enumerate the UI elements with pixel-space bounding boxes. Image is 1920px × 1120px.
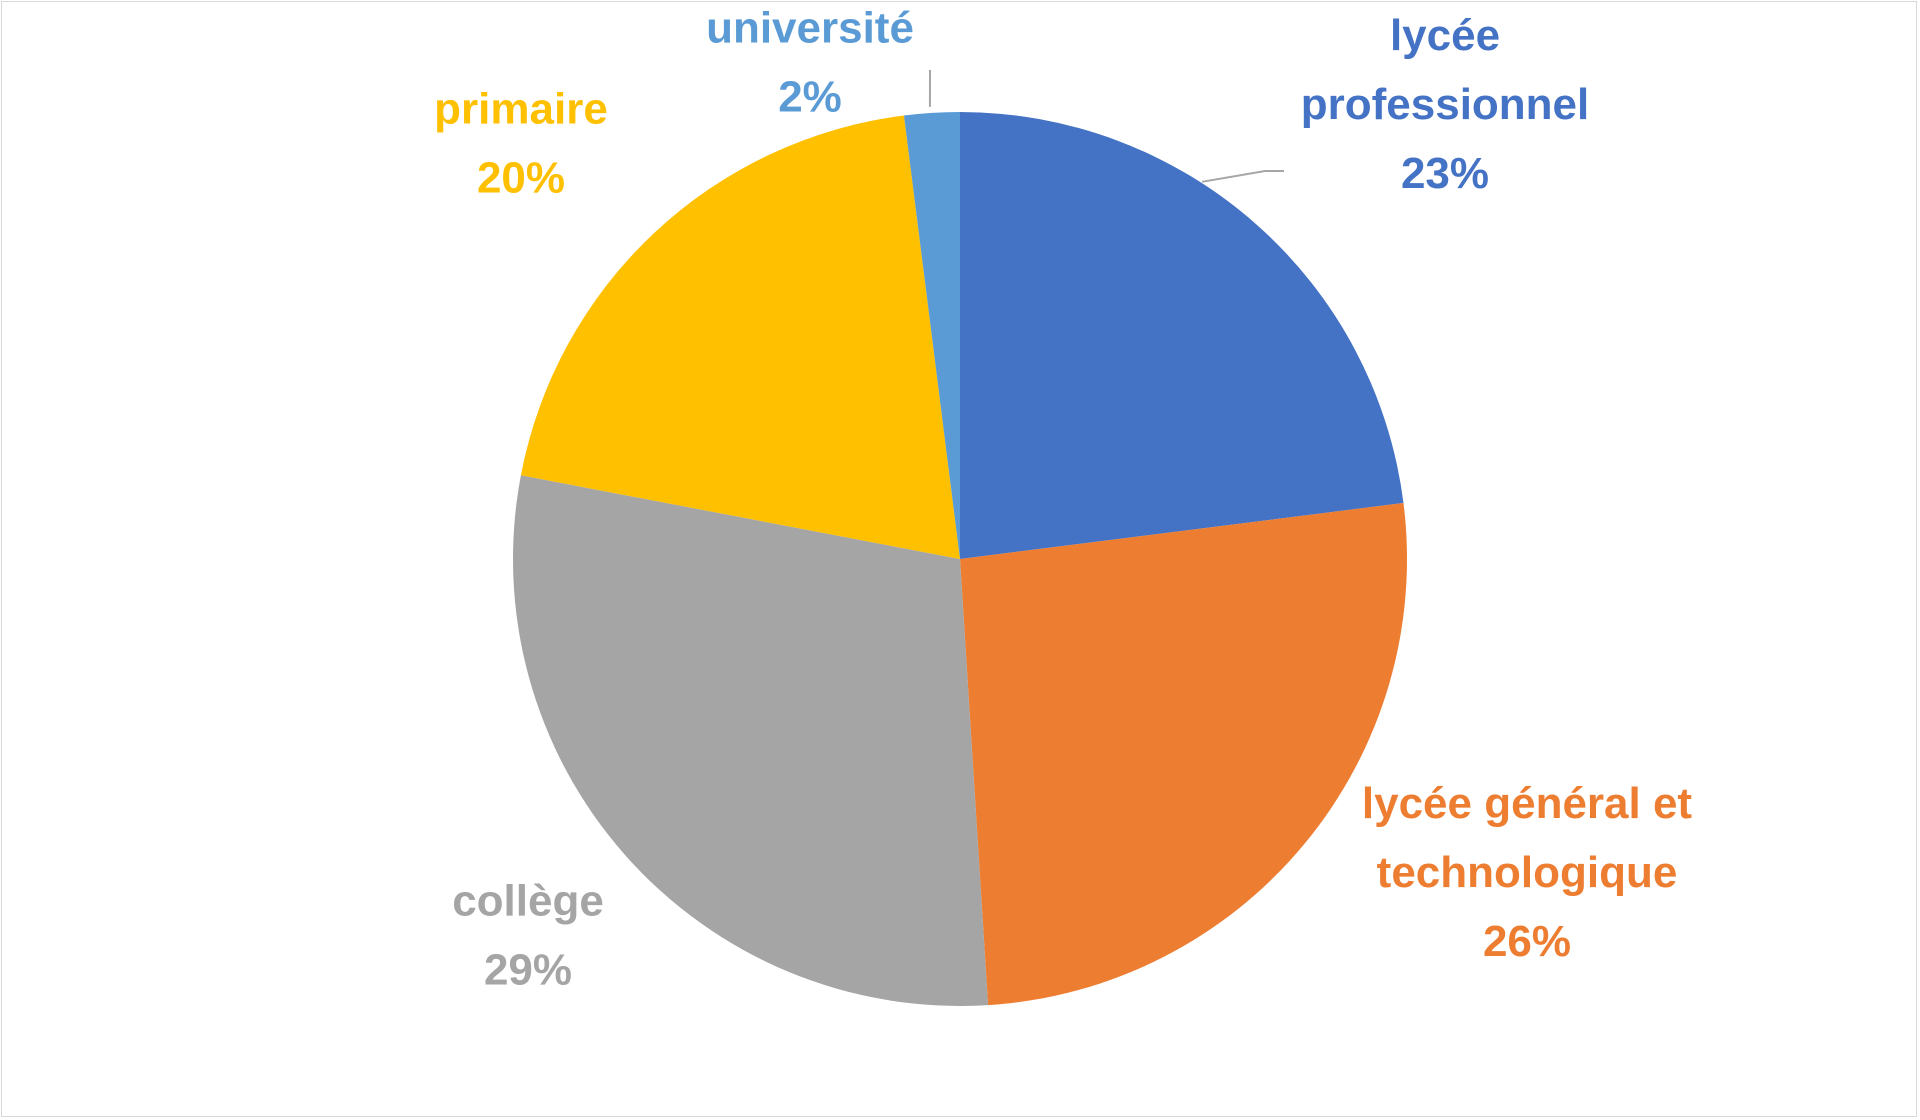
slice-value-lycee-general-et-technologique: 26%	[1483, 917, 1571, 966]
pie-slice-lycee-professionnel	[960, 112, 1404, 559]
leader-lines	[928, 69, 1284, 183]
slice-label-lycee-professionnel: lycée professionnel 23%	[1301, 11, 1590, 198]
slice-category-lycee-professionnel: professionnel	[1301, 80, 1590, 129]
pie-slice-primaire	[520, 115, 960, 560]
slice-category-lycee-general-et-technologique: technologique	[1377, 848, 1678, 897]
pie-slice-college	[512, 475, 989, 1006]
slice-value-universite: 2%	[778, 73, 842, 122]
slice-value-lycee-professionnel: 23%	[1401, 149, 1489, 198]
slice-labels: lycée professionnel 23% lycée général et tec…	[434, 4, 1692, 995]
pie-slices	[512, 112, 1407, 1006]
slice-label-primaire: primaire 20%	[434, 85, 608, 203]
slice-category-lycee-general-et-technologique: lycée général et	[1362, 779, 1693, 828]
slice-label-universite: université 2%	[706, 4, 914, 122]
slice-value-college: 29%	[484, 946, 572, 995]
slice-value-primaire: 20%	[477, 154, 565, 203]
pie-slice-lycee-general-et-technologique	[960, 502, 1407, 1006]
leader-line-lycee-professionnel	[1201, 170, 1284, 183]
slice-label-college: collège 29%	[452, 877, 604, 995]
slice-category-college: collège	[452, 877, 604, 926]
pie-slice-universite	[903, 112, 960, 559]
slice-category-universite: université	[706, 4, 914, 53]
slice-label-lycee-general-et-technologique: lycée général et technologique 26%	[1362, 779, 1693, 966]
slice-category-lycee-professionnel: lycée	[1390, 11, 1500, 60]
slice-category-primaire: primaire	[434, 85, 608, 134]
